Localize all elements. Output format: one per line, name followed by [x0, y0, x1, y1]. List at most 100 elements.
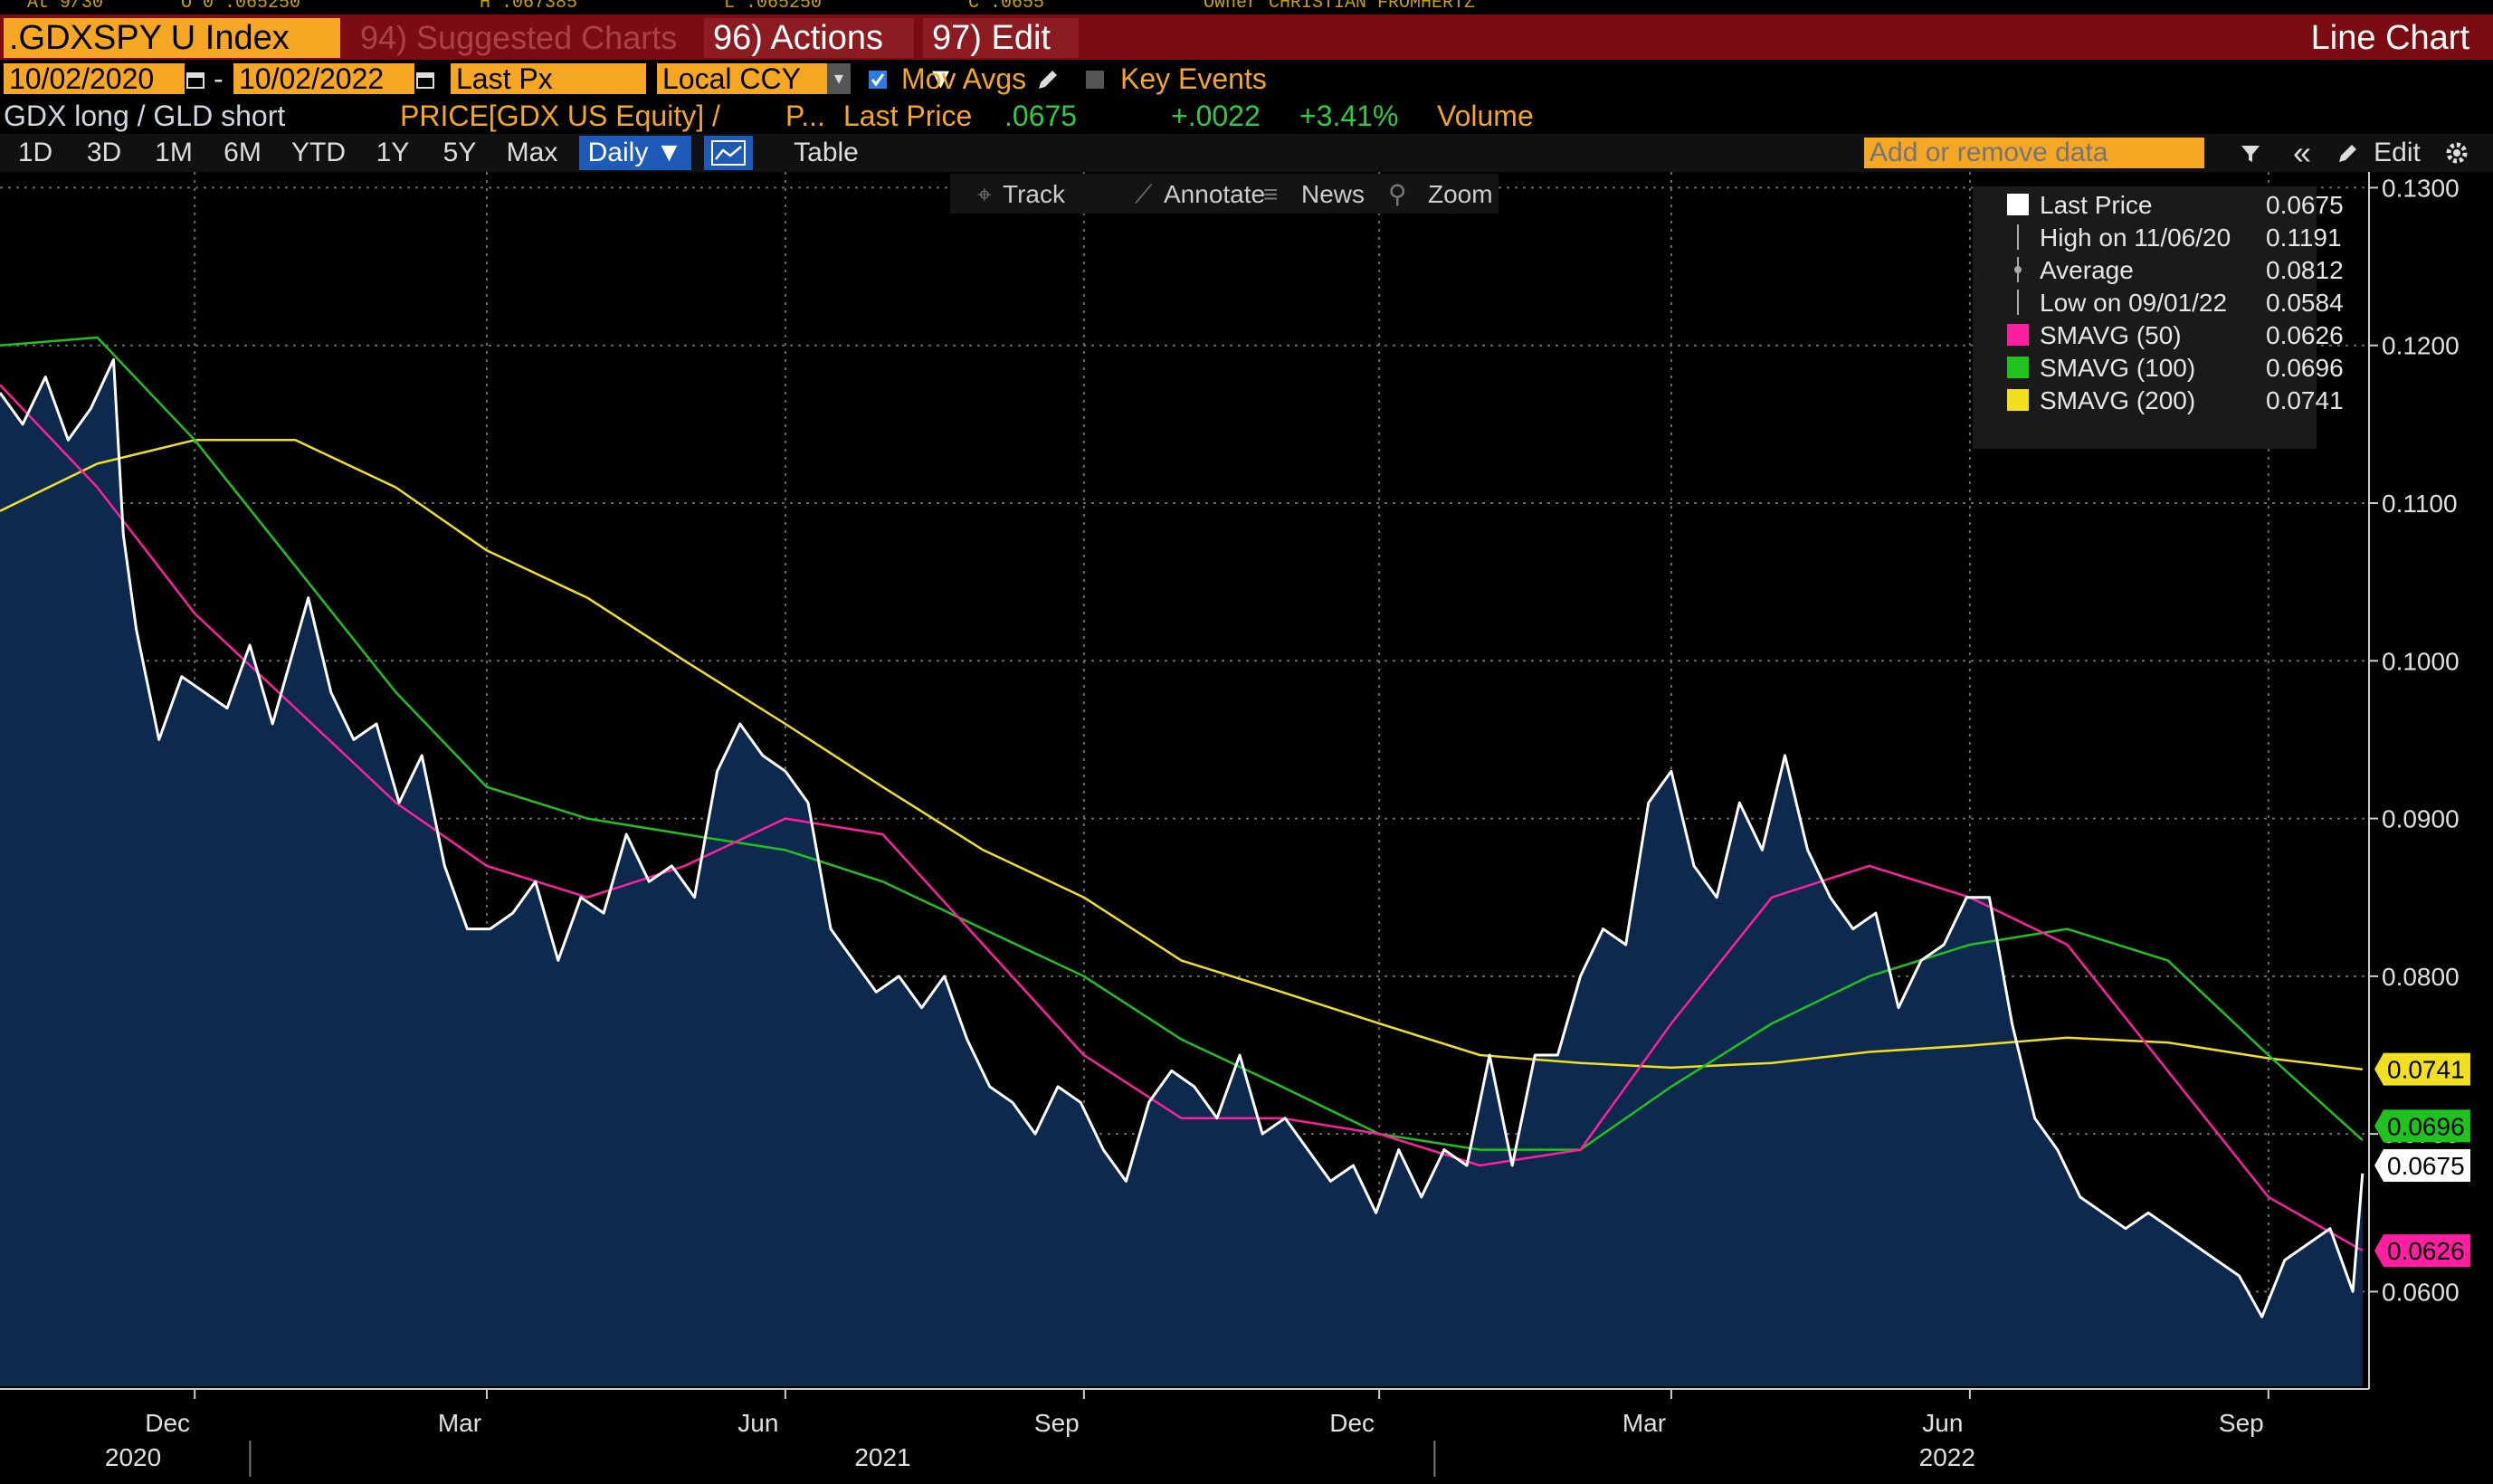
top-data-strip: At 9/30 O 0 .065250 H .067385 L .065250 …	[0, 0, 2493, 14]
filter-icon[interactable]	[2239, 141, 2262, 165]
suggested-charts-button[interactable]: 94) Suggested Charts	[360, 19, 678, 56]
end-date-field[interactable]: 10/02/2022	[233, 63, 414, 94]
settings-row: 10/02/2020 - 10/02/2022 Last Px Local CC…	[0, 60, 2493, 98]
range-1y-button[interactable]: 1Y	[376, 138, 410, 167]
range-3d-button[interactable]: 3D	[86, 138, 122, 167]
year-label: 2020	[105, 1443, 161, 1471]
legend-value: 0.0584	[2266, 289, 2344, 317]
main-toolbar: .GDXSPY U Index 94) Suggested Charts 96)…	[0, 14, 2493, 97]
add-data-input[interactable]	[1864, 138, 2204, 168]
track-button[interactable]: ⌖ Track	[977, 180, 1066, 208]
pencil-icon[interactable]	[1035, 67, 1061, 92]
range-5y-button[interactable]: 5Y	[442, 138, 477, 167]
price-tag-box	[2374, 1234, 2470, 1268]
chevron-down-icon[interactable]: ▾	[827, 63, 851, 94]
legend-label: SMAVG (200)	[2040, 386, 2195, 414]
key-events-checkbox[interactable]	[1086, 71, 1104, 89]
chart-area[interactable]: 0.06000.07000.08000.09000.10000.11000.12…	[0, 172, 2493, 1479]
y-tick-label: 0.1000	[2382, 647, 2460, 675]
legend-swatch	[2007, 194, 2029, 215]
security-info-line: GDX long / GLD short PRICE[GDX US Equity…	[0, 98, 2493, 134]
y-tick-label: 0.1300	[2382, 174, 2460, 202]
line-chart[interactable]: 0.06000.07000.08000.09000.10000.11000.12…	[0, 172, 2493, 1479]
y-tick-label: 0.1100	[2382, 490, 2458, 518]
range-1m-button[interactable]: 1M	[155, 138, 193, 167]
price-tag-box	[2374, 1052, 2470, 1086]
actions-menu-button[interactable]: 96) Actions ▾	[704, 18, 914, 97]
series-lines	[0, 336, 2365, 1318]
formula-text: PRICE[GDX US Equity] /	[400, 100, 720, 132]
series-line-smavg-200	[0, 439, 2363, 1070]
key-events-label: Key Events	[1120, 62, 1267, 95]
annotate-button[interactable]: ⟋ Annotate	[1135, 180, 1265, 208]
frequency-select[interactable]: Daily ▼	[579, 136, 691, 170]
range-6m-button[interactable]: 6M	[224, 138, 262, 167]
pencil-icon[interactable]	[2336, 141, 2360, 165]
edit-chart-button[interactable]: Edit	[2374, 138, 2421, 167]
edit-menu-button[interactable]: 97) Edit ▾	[923, 18, 1079, 97]
top-strip-item: H .067385	[480, 0, 578, 14]
mov-avgs-checkbox[interactable]	[869, 71, 887, 89]
legend-value: 0.0741	[2266, 386, 2344, 414]
year-label: 2022	[1919, 1443, 1975, 1471]
news-button[interactable]: ≡ News	[1263, 180, 1365, 208]
calendar-icon[interactable]	[185, 69, 206, 90]
x-tick-label: Jun	[737, 1409, 778, 1437]
legend: Last Price 0.0675 High on 11/06/20 0.1191 Av…	[1973, 186, 2344, 449]
news-label: News	[1301, 180, 1365, 208]
gear-icon[interactable]	[2443, 139, 2470, 166]
x-tick-label: Mar	[438, 1409, 481, 1437]
price-tag-box	[2374, 1149, 2470, 1182]
price-tag-label: 0.0626	[2387, 1237, 2465, 1265]
legend-swatch	[2007, 357, 2029, 378]
annotate-label: Annotate	[1164, 180, 1265, 208]
last-price-label: Last Price	[843, 100, 973, 132]
x-tick-label: Mar	[1622, 1409, 1666, 1437]
legend-label: Last Price	[2040, 191, 2153, 219]
top-strip-item: At 9/30	[27, 0, 104, 14]
range-1d-button[interactable]: 1D	[17, 138, 53, 167]
field-select[interactable]: Last Px	[451, 63, 646, 94]
zoom-button[interactable]: ⚲ Zoom	[1388, 180, 1493, 208]
range-ytd-button[interactable]: YTD	[291, 138, 346, 167]
price-tag-label: 0.0741	[2387, 1056, 2465, 1084]
magnifier-icon: ⚲	[1388, 180, 1407, 208]
series-line-smavg-100	[0, 336, 2364, 1151]
year-label: 2021	[854, 1443, 910, 1471]
legend-swatch	[2007, 324, 2029, 346]
currency-select[interactable]: Local CCY	[657, 63, 827, 94]
legend-value: 0.0675	[2266, 191, 2344, 219]
y-tick-label: 0.0900	[2382, 805, 2460, 833]
news-icon: ≡	[1263, 180, 1278, 208]
x-tick-label: Sep	[1034, 1409, 1080, 1437]
calendar-icon[interactable]	[414, 69, 436, 90]
price-tag-label: 0.0696	[2387, 1112, 2465, 1140]
track-label: Track	[1003, 180, 1066, 208]
legend-value: 0.0696	[2266, 354, 2344, 382]
legend-value: 0.1191	[2266, 224, 2342, 252]
annotate-icon: ⟋	[1135, 180, 1153, 208]
volume-label: Volume	[1437, 100, 1534, 132]
collapse-button[interactable]: «	[2292, 134, 2312, 171]
start-date-field[interactable]: 10/02/2020	[4, 63, 185, 94]
ticker-input[interactable]: .GDXSPY U Index	[4, 18, 340, 58]
top-strip-item: L .065250	[724, 0, 823, 14]
chart-tools: ⌖ Track ⟋ Annotate ≡ News ⚲ Zoom	[950, 174, 1499, 214]
price-tags: 0.0741 0.0696 0.0675 0.0626	[2374, 1052, 2470, 1268]
legend-value: 0.0626	[2266, 321, 2344, 349]
view-title: Line Chart	[2310, 19, 2469, 57]
range-toolbar: 1D 3D 1M 6M YTD 1Y 5Y Max Daily ▼ Table …	[0, 134, 2493, 172]
range-max-button[interactable]: Max	[506, 138, 558, 167]
price-area	[0, 359, 2363, 1386]
formula-more[interactable]: P...	[785, 100, 825, 132]
change-pct-value: +3.41%	[1299, 100, 1399, 132]
y-tick-label: 0.1200	[2382, 332, 2460, 360]
legend-label: Low on 09/01/22	[2040, 289, 2227, 317]
legend-value: 0.0812	[2266, 256, 2344, 284]
legend-label: Average	[2040, 256, 2134, 284]
chart-description: GDX long / GLD short	[4, 100, 286, 132]
x-axis: Dec Mar Jun Sep Dec Mar Jun Sep 2020 2021 2022	[105, 1389, 2269, 1477]
series-line-last-price	[0, 357, 2365, 1318]
table-button[interactable]: Table	[794, 138, 859, 167]
line-chart-icon[interactable]	[704, 136, 753, 170]
